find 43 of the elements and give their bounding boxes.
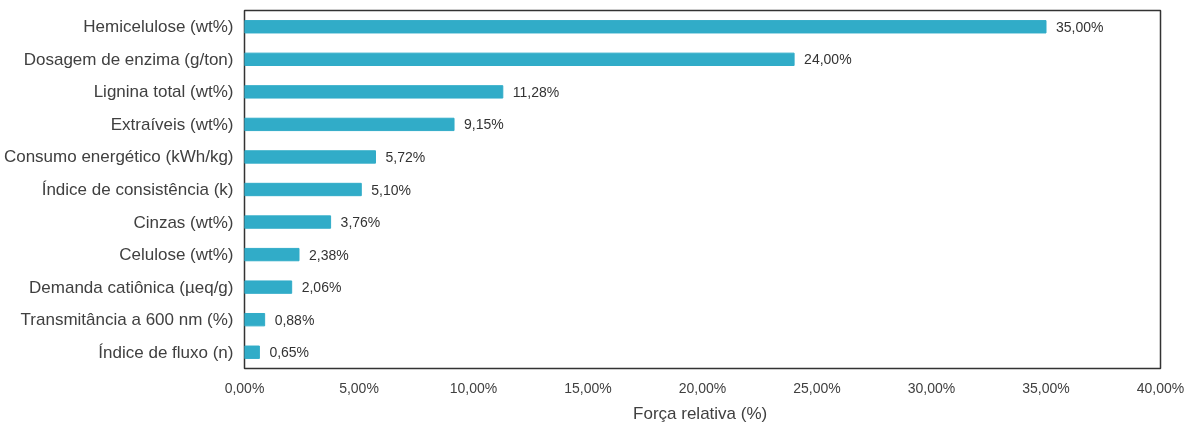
bar: [244, 345, 260, 359]
y-tick-label: Índice de fluxo (n): [98, 342, 234, 362]
x-axis-title: Força relativa (%): [633, 403, 768, 423]
bar: [244, 20, 1047, 34]
bar: [244, 280, 293, 294]
y-tick-label: Transmitância a 600 nm (%): [20, 310, 234, 330]
y-tick-label: Hemicelulose (wt%): [83, 17, 234, 37]
x-tick-label: 25,00%: [793, 379, 841, 396]
data-label: 3,76%: [340, 214, 381, 231]
x-tick-label: 10,00%: [449, 379, 498, 396]
y-tick-label: Demanda catiônica (µeq/g): [29, 277, 234, 297]
y-tick-label: Extraíveis (wt%): [110, 114, 234, 134]
data-label: 24,00%: [804, 51, 852, 68]
x-tick-label: 20,00%: [678, 379, 727, 396]
bar: [244, 117, 455, 132]
data-label: 5,72%: [385, 148, 426, 165]
data-label: 2,06%: [301, 279, 342, 296]
data-label: 9,15%: [464, 116, 504, 133]
y-tick-label: Lignina total (wt%): [93, 82, 234, 102]
x-tick-label: 5,00%: [339, 379, 379, 396]
bar: [244, 215, 332, 229]
x-tick-label: 30,00%: [907, 379, 956, 396]
data-label: 11,28%: [512, 83, 560, 100]
x-tick-label: 40,00%: [1136, 379, 1185, 396]
data-label: 0,88%: [274, 311, 315, 328]
y-tick-label: Cinzas (wt%): [133, 212, 234, 232]
bar: [244, 313, 266, 327]
data-label: 5,10%: [371, 181, 411, 198]
data-label: 35,00%: [1056, 18, 1104, 35]
bar: [244, 182, 362, 197]
data-label: 0,65%: [269, 344, 310, 361]
x-tick-label: 15,00%: [564, 379, 612, 396]
bar: [244, 85, 504, 99]
y-tick-label: Índice de consistência (k): [41, 180, 234, 199]
bar: [244, 52, 795, 66]
data-label: 2,38%: [309, 246, 349, 263]
x-tick-label: 0,00%: [224, 379, 265, 396]
y-tick-label: Celulose (wt%): [119, 245, 234, 265]
y-tick-label: Dosagem de enzima (g/ton): [23, 49, 234, 69]
x-tick-label: 35,00%: [1022, 379, 1070, 396]
y-tick-label: Consumo energético (kWh/kg): [3, 147, 234, 167]
bar: [244, 150, 376, 164]
bar: [244, 247, 300, 262]
